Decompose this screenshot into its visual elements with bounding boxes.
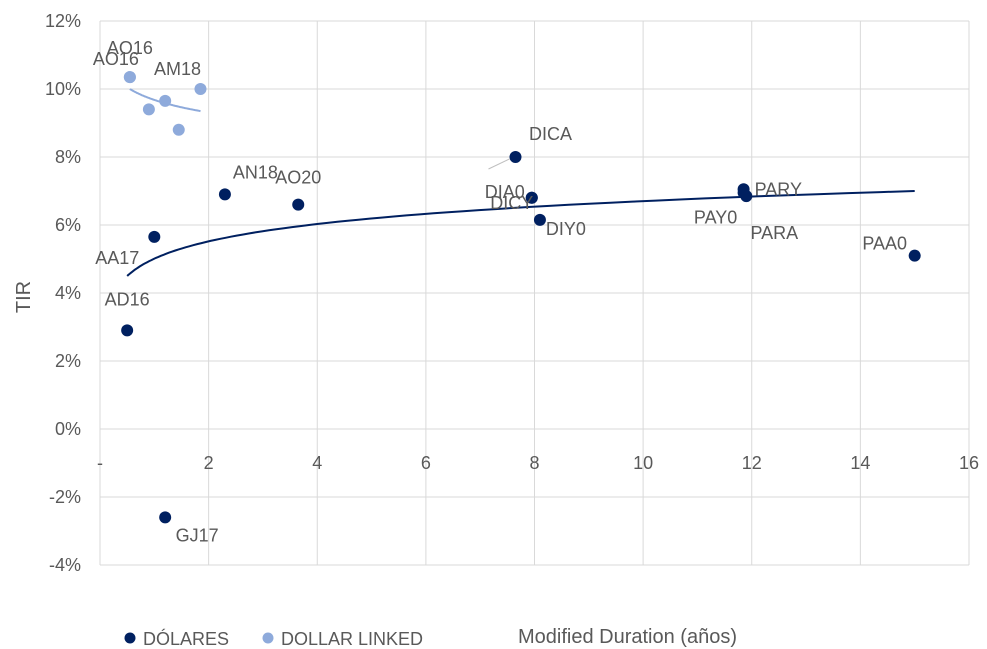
legend-marker-dollar-linked: [262, 632, 274, 644]
data-point-ao20: [292, 198, 305, 211]
point-label: AA17: [95, 248, 139, 268]
label-leader-line: [488, 158, 510, 170]
y-axis-ticks: -4% -2% 0% 2% 4% 6% 8% 10% 12%: [45, 11, 81, 575]
data-point-ao16: [123, 71, 136, 84]
y-tick-label: -2%: [49, 487, 81, 507]
data-point-para: [740, 190, 753, 203]
data-point-an18: [218, 188, 231, 201]
y-tick-label: 4%: [55, 283, 81, 303]
x-tick-label: -: [97, 453, 103, 473]
gridlines: [99, 20, 970, 566]
point-label: AD16: [105, 289, 150, 309]
point-label: AM18: [154, 59, 201, 79]
y-tick-label: 10%: [45, 79, 81, 99]
y-tick-label: 2%: [55, 351, 81, 371]
point-label: AO16: [93, 49, 139, 69]
data-point-aa17: [148, 230, 161, 243]
point-label: PAY0: [694, 208, 737, 228]
point-label: AN18: [233, 162, 278, 182]
point-label: AO16: [107, 38, 153, 58]
point-label: PARA: [750, 223, 798, 243]
data-point-paa0: [908, 249, 921, 262]
legend-label-dolares: DÓLARES: [143, 628, 229, 649]
data-point-dica: [509, 151, 522, 163]
x-axis-title: Modified Duration (años): [518, 626, 737, 648]
x-tick-label: 6: [421, 453, 431, 473]
trendlines: [126, 88, 915, 277]
y-axis-title: TIR: [13, 281, 35, 313]
y-tick-label: 0%: [55, 419, 81, 439]
legend: DÓLARES DOLLAR LINKED: [124, 628, 423, 649]
data-point-dicy: [525, 191, 538, 204]
data-points: [121, 71, 921, 524]
x-tick-label: 12: [742, 453, 762, 473]
data-point-diy0: [533, 213, 546, 226]
x-tick-label: 16: [959, 453, 979, 473]
data-point-am18: [194, 83, 207, 95]
legend-marker-dolares: [124, 632, 136, 644]
data-point: [172, 123, 185, 136]
trendline-dolares: [126, 190, 915, 277]
y-tick-label: 12%: [45, 11, 81, 31]
data-point: [142, 103, 155, 116]
x-tick-label: 2: [204, 453, 214, 473]
point-label: DICA: [529, 124, 572, 144]
point-label: PARY: [755, 179, 802, 199]
x-tick-label: 8: [529, 453, 539, 473]
x-tick-label: 4: [312, 453, 322, 473]
y-tick-label: 6%: [55, 215, 81, 235]
data-point-gj17: [159, 511, 172, 524]
x-tick-label: 14: [850, 453, 870, 473]
point-label: DIA0: [485, 182, 525, 202]
trendline-dollar-linked: [129, 88, 201, 113]
legend-label-dollar-linked: DOLLAR LINKED: [281, 629, 423, 649]
y-tick-label: -4%: [49, 555, 81, 575]
point-label: GJ17: [176, 525, 219, 545]
x-axis-ticks: - 2 4 6 8 10 12 14 16: [97, 453, 979, 473]
x-tick-label: 10: [633, 453, 653, 473]
point-label: AO20: [275, 168, 321, 188]
data-point-ad16: [121, 324, 134, 337]
y-tick-label: 8%: [55, 147, 81, 167]
point-label: PAA0: [862, 234, 907, 254]
point-label: DICY: [490, 193, 533, 213]
data-point: [159, 94, 172, 107]
point-label: DIY0: [546, 219, 586, 239]
